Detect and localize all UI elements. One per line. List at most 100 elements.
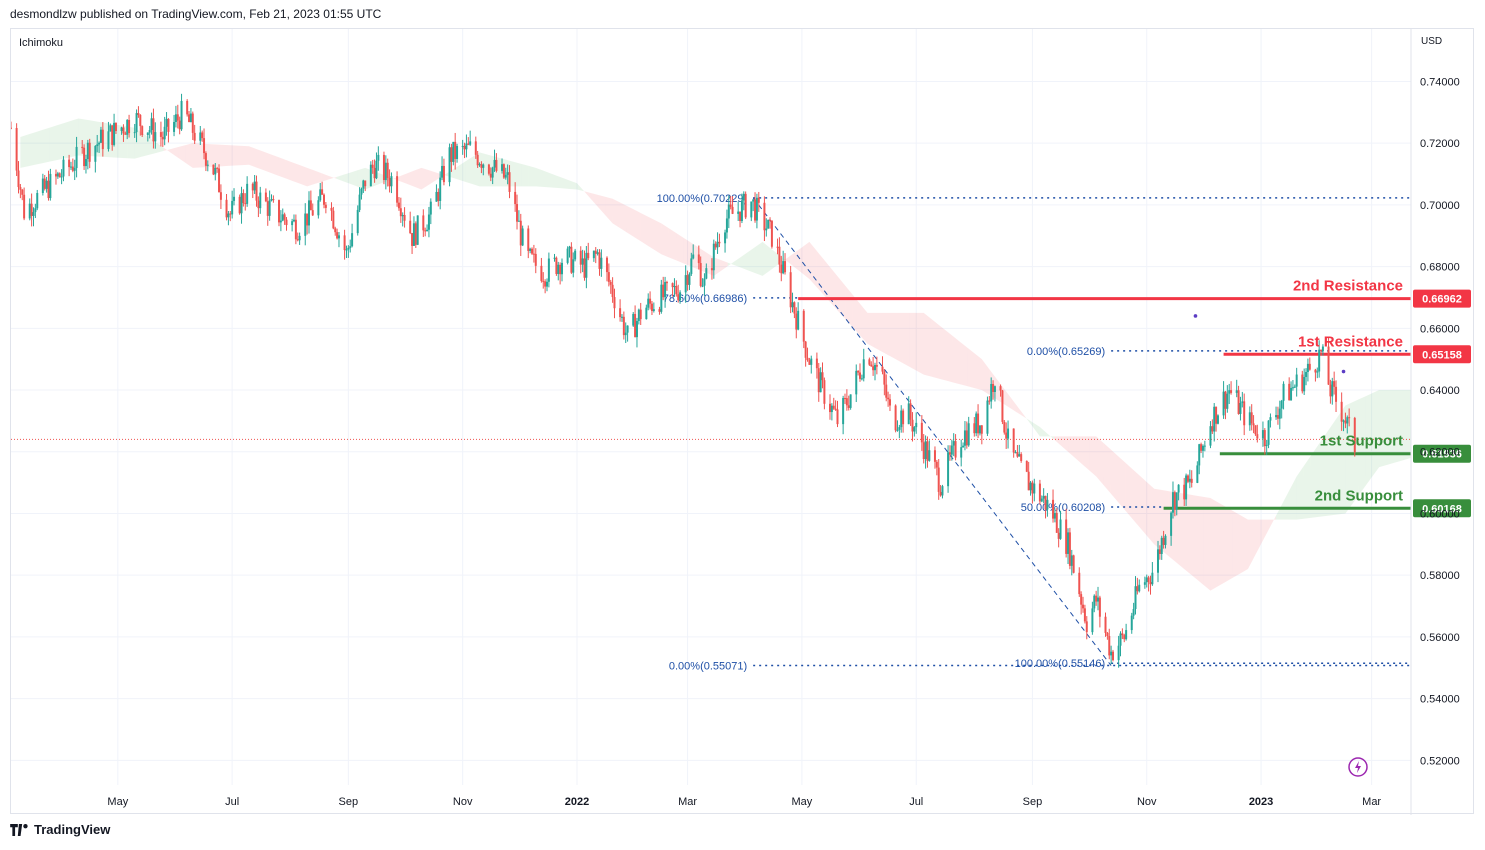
candle-body: [441, 165, 444, 178]
candle-body: [174, 114, 177, 123]
tradingview-brand[interactable]: TradingView: [10, 822, 110, 837]
candle-body: [1110, 651, 1113, 656]
candle-body: [544, 281, 547, 287]
cloud-segment: [831, 268, 839, 312]
x-tick-label: Jul: [225, 796, 239, 808]
candle-body: [752, 199, 755, 202]
cloud-segment: [256, 148, 264, 171]
candle-body: [1211, 426, 1214, 432]
candle-body: [521, 228, 524, 246]
candle-body: [128, 119, 131, 134]
candle-body: [660, 284, 663, 312]
candle-body: [1125, 630, 1128, 640]
x-tick-label: Nov: [453, 796, 473, 808]
candle-body: [1138, 584, 1141, 592]
candle-body: [1275, 415, 1278, 418]
candle-body: [737, 211, 740, 214]
candle-body: [1082, 604, 1085, 609]
candle-body: [1254, 425, 1257, 435]
candle-body: [251, 183, 254, 191]
candle-body: [1342, 420, 1345, 422]
candle-body: [1295, 374, 1298, 387]
candle-body: [150, 118, 153, 131]
candle-body: [1014, 452, 1017, 454]
candle-body: [424, 230, 427, 232]
candle-body: [744, 193, 747, 218]
level-labels: 2nd Resistance 0.66962 1st Resistance 0.651…: [1193, 278, 1471, 777]
candle-body: [1216, 415, 1219, 424]
candle-body: [201, 132, 204, 139]
candle-body: [1083, 608, 1086, 622]
candle-body: [517, 220, 520, 222]
candle-body: [619, 308, 622, 318]
price-tag[interactable]: [1413, 444, 1471, 463]
y-tick-label: 0.54000: [1420, 694, 1460, 706]
flash-icon[interactable]: [1348, 757, 1368, 777]
candle-body: [242, 193, 245, 204]
candle-body: [862, 359, 865, 379]
candle-body: [993, 386, 996, 392]
price-tag[interactable]: [1413, 345, 1471, 364]
cloud-segment: [974, 353, 982, 391]
candle-body: [199, 132, 202, 141]
chart-svg[interactable]: 100.00%(0.70229) 78.60%(0.66986) 0.00%(0.5…: [11, 29, 1475, 815]
cloud-segment: [414, 167, 422, 190]
candle-body: [1252, 423, 1255, 426]
candle-body: [1348, 417, 1351, 419]
cloud-segment: [465, 157, 473, 185]
candle-body: [41, 178, 44, 193]
candle-body: [594, 250, 597, 254]
candle-body: [371, 164, 374, 168]
cloud-segment: [598, 195, 606, 216]
candle-body: [54, 173, 57, 177]
candle-body: [664, 282, 667, 298]
candle-body: [478, 164, 481, 166]
candle-body: [161, 136, 164, 140]
cloud-segment: [1139, 475, 1147, 536]
candle-body: [30, 203, 33, 216]
cloud-segment: [171, 147, 179, 158]
candle-body: [502, 164, 505, 178]
candle-body: [487, 164, 490, 174]
candle-body: [553, 257, 556, 259]
chart-frame[interactable]: 100.00%(0.70229) 78.60%(0.66986) 0.00%(0.5…: [10, 28, 1475, 815]
cloud-segment: [902, 312, 910, 367]
cloud-segment: [321, 173, 329, 182]
cloud-segment: [867, 312, 875, 348]
price-tag[interactable]: [1413, 289, 1471, 308]
candle-body: [547, 258, 550, 282]
candle-body: [218, 168, 221, 193]
candle-body: [926, 441, 929, 461]
candle-body: [915, 422, 918, 428]
candle-body: [409, 220, 412, 234]
x-tick-label: Jul: [909, 796, 923, 808]
cloud-segment: [981, 359, 990, 395]
candle-body: [1230, 390, 1233, 393]
fib-trend-line[interactable]: [752, 197, 1112, 666]
candle-body: [173, 122, 176, 132]
candle-body: [435, 191, 438, 202]
cloud-segment: [720, 259, 728, 272]
candle-body: [1201, 445, 1204, 451]
price-tag[interactable]: [1413, 499, 1471, 518]
candle-body: [922, 442, 925, 460]
candle-body: [1132, 608, 1135, 616]
candle-body: [611, 284, 614, 298]
y-tick-label: 0.70000: [1420, 200, 1460, 212]
cloud-segment: [270, 154, 279, 176]
candle-body: [858, 372, 861, 379]
candle-body: [84, 159, 87, 167]
candle-body: [285, 219, 288, 226]
candle-body: [465, 143, 468, 150]
cloud-segment: [640, 212, 648, 246]
cloud-segment: [1089, 436, 1097, 477]
candle-body: [508, 172, 511, 192]
candle-body: [60, 176, 63, 178]
candle-body: [806, 357, 809, 361]
candle-body: [322, 194, 325, 205]
cloud-segment: [852, 295, 861, 336]
candle-body: [900, 410, 903, 428]
cloud-segment: [20, 134, 28, 168]
candle-body: [821, 372, 824, 381]
candle-body: [675, 285, 678, 295]
